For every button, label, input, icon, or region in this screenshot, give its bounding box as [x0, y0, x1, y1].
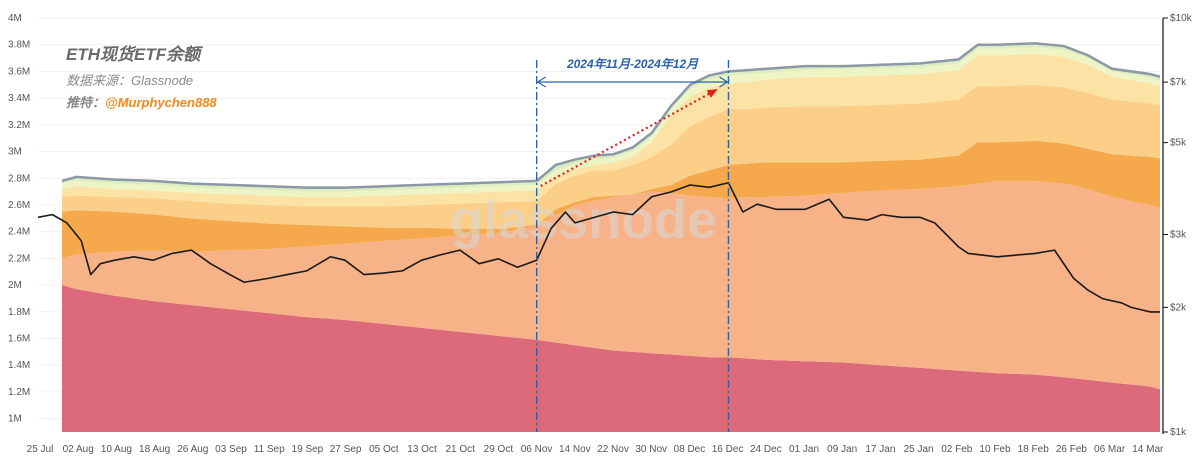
x-tick-label: 14 Nov	[559, 444, 591, 455]
y-left-tick-label: 2.2M	[8, 253, 30, 264]
axes: 1M 1.2M 1.4M 1.6M 1.8M 2M 2.2M 2.4M 2.6M 2.8M 3M 3.…	[8, 13, 1193, 455]
y-left-tick-label: 1.4M	[8, 360, 30, 371]
x-tick-label: 06 Mar	[1094, 444, 1126, 455]
x-tick-label: 06 Nov	[521, 444, 553, 455]
y-left-tick-label: 4M	[8, 13, 22, 24]
x-tick-label: 30 Nov	[635, 444, 667, 455]
twitter-line: 推特：@Murphychen888	[66, 92, 217, 111]
x-tick-label: 03 Sep	[215, 444, 247, 455]
balance-layer-1	[61, 285, 1160, 432]
x-tick-label: 02 Aug	[63, 444, 94, 455]
x-tick-label: 29 Oct	[484, 444, 514, 455]
x-tick-label: 13 Oct	[407, 444, 437, 455]
y-left-tick-label: 2.6M	[8, 200, 30, 211]
y-right-tick-label: $5k	[1170, 138, 1187, 149]
y-left-tick-label: 3.6M	[8, 66, 30, 77]
x-tick-label: 21 Oct	[445, 444, 475, 455]
x-tick-label: 26 Feb	[1056, 444, 1088, 455]
eth-price-line	[37, 181, 1160, 313]
balance-layer-5	[61, 54, 1160, 207]
x-tick-label: 17 Jan	[865, 444, 895, 455]
x-tick-label: 10 Feb	[979, 444, 1011, 455]
balance-layers	[61, 42, 1161, 432]
x-tick-label: 19 Sep	[292, 444, 324, 455]
y-left-tick-label: 2.8M	[8, 173, 30, 184]
x-tick-label: 09 Jan	[827, 444, 857, 455]
x-tick-label: 02 Feb	[941, 444, 973, 455]
y-left-tick-label: 1.6M	[8, 334, 30, 345]
y-right-tick-label: $1k	[1170, 427, 1187, 438]
period-right-arrowhead	[719, 76, 729, 88]
twitter-handle: @Murphychen888	[105, 95, 217, 110]
y-left-tick-label: 2.4M	[8, 227, 30, 238]
x-tick-label: 25 Jul	[27, 444, 54, 455]
balance-layer-4	[61, 84, 1160, 230]
x-tick-label: 25 Jan	[904, 444, 934, 455]
y-left-tick-label: 1.2M	[8, 387, 30, 398]
y-left-tick-label: 3.4M	[8, 93, 30, 104]
y-left-tick-label: 3.8M	[8, 40, 30, 51]
trend-arrowhead	[706, 89, 718, 98]
balance-layer-3	[61, 140, 1160, 259]
x-tick-label: 18 Aug	[139, 444, 170, 455]
x-tick-label: 05 Oct	[369, 444, 399, 455]
data-source: 数据来源：Glassnode	[66, 73, 194, 88]
x-tick-label: 11 Sep	[254, 444, 285, 455]
x-tick-label: 14 Mar	[1132, 444, 1164, 455]
x-tick-label: 08 Dec	[674, 444, 706, 455]
y-right-tick-label: $2k	[1170, 302, 1187, 313]
y-right-tick-label: $7k	[1170, 77, 1187, 88]
twitter-label: 推特：	[66, 95, 106, 110]
x-tick-label: 22 Nov	[597, 444, 629, 455]
balance-top-outline	[61, 42, 1161, 189]
price-series	[37, 181, 1160, 313]
y-right-tick-label: $3k	[1170, 229, 1187, 240]
x-tick-label: 26 Aug	[177, 444, 208, 455]
x-tick-label: 01 Jan	[789, 444, 819, 455]
balance-layer-2	[61, 180, 1160, 390]
x-tick-label: 10 Aug	[101, 444, 132, 455]
x-tick-label: 18 Feb	[1018, 444, 1050, 455]
y-left-tick-label: 1.8M	[8, 307, 30, 318]
x-tick-label: 16 Dec	[712, 444, 744, 455]
y-right-tick-label: $10k	[1170, 13, 1193, 24]
period-label: 2024年11月-2024年12月	[566, 57, 699, 71]
y-left-tick-label: 3.2M	[8, 120, 30, 131]
x-tick-label: 24 Dec	[750, 444, 782, 455]
period-annotation: 2024年11月-2024年12月	[535, 57, 730, 432]
x-tick-label: 27 Sep	[330, 444, 362, 455]
y-left-tick-label: 1M	[8, 414, 22, 425]
chart-title: ETH现货ETF余额	[66, 45, 201, 64]
y-left-tick-label: 2M	[8, 280, 22, 291]
period-left-arrowhead	[536, 76, 546, 88]
y-left-tick-label: 3M	[8, 147, 22, 158]
